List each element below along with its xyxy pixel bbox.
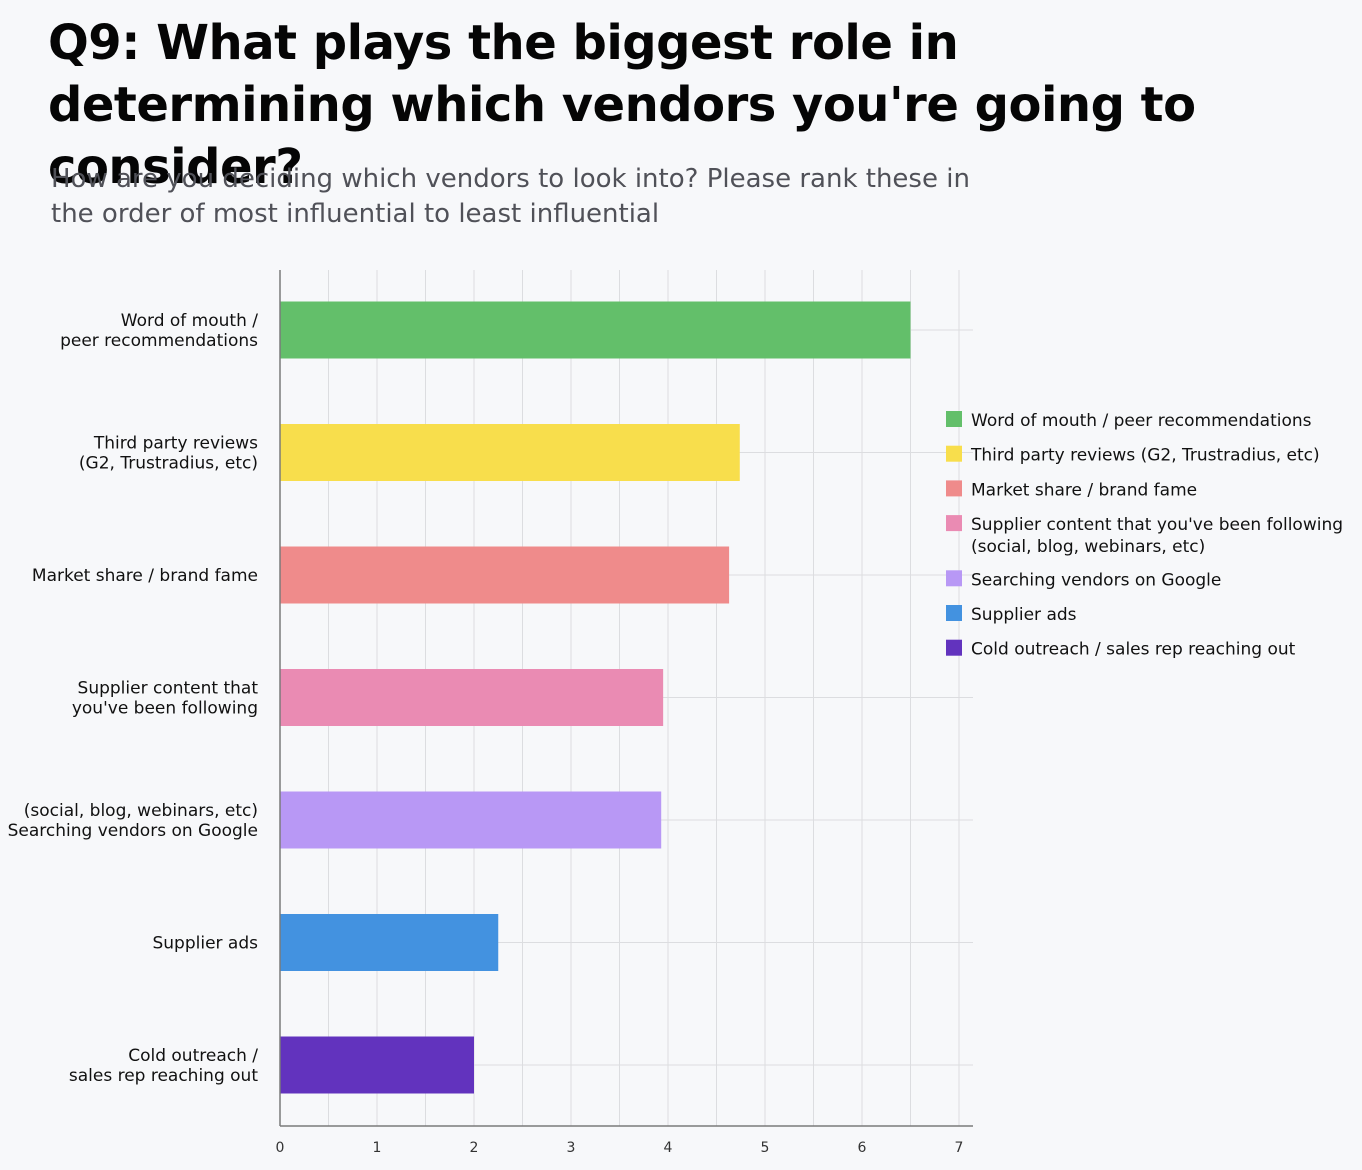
legend: Word of mouth / peer recommendations Thir… xyxy=(946,411,1343,660)
x-tick-label: 4 xyxy=(664,1140,673,1156)
y-tick-label: peer recommendations xyxy=(60,331,258,351)
legend-label: Word of mouth / peer recommendations xyxy=(971,411,1312,431)
x-tick-label: 6 xyxy=(858,1140,867,1156)
y-tick-label: sales rep reaching out xyxy=(69,1066,258,1086)
legend-swatch xyxy=(946,605,962,621)
legend-label: Cold outreach / sales rep reaching out xyxy=(971,640,1296,660)
chart-subtitle: How are you deciding which vendors to lo… xyxy=(51,164,970,229)
y-tick-label: Cold outreach / xyxy=(128,1046,258,1066)
chart-title: Q9: What plays the biggest role in deter… xyxy=(48,15,1196,195)
y-tick-label: Word of mouth / xyxy=(121,311,258,331)
bar xyxy=(280,791,662,849)
y-tick-label: Third party reviews xyxy=(93,434,258,454)
x-axis-ticks: 0 1 2 3 4 5 6 7 xyxy=(276,1140,964,1156)
axes xyxy=(279,270,973,1127)
legend-label: (social, blog, webinars, etc) xyxy=(971,537,1205,557)
legend-label: Third party reviews (G2, Trustradius, et… xyxy=(970,446,1320,466)
legend-swatch xyxy=(946,570,962,587)
y-axis-labels: Word of mouth /peer recommendations Third… xyxy=(8,311,259,1086)
bar xyxy=(280,914,499,971)
legend-swatch xyxy=(946,411,962,427)
legend-swatch xyxy=(946,445,962,462)
legend-label: Searching vendors on Google xyxy=(971,570,1221,590)
bar xyxy=(280,1036,474,1094)
x-tick-label: 5 xyxy=(761,1140,770,1156)
bar xyxy=(280,546,730,604)
x-tick-label: 3 xyxy=(567,1140,576,1156)
y-tick-label: Market share / brand fame xyxy=(32,566,258,586)
legend-swatch xyxy=(946,515,962,532)
legend-label: Supplier content that you've been follow… xyxy=(971,515,1343,535)
y-tick-label: Searching vendors on Google xyxy=(8,821,258,841)
x-tick-label: 0 xyxy=(276,1140,285,1156)
x-tick-label: 7 xyxy=(955,1140,964,1156)
legend-swatch xyxy=(946,480,962,497)
bar xyxy=(280,669,664,726)
y-tick-label: you've been following xyxy=(72,699,258,719)
legend-label: Supplier ads xyxy=(971,605,1077,625)
x-tick-label: 1 xyxy=(373,1140,382,1156)
y-tick-label: Supplier ads xyxy=(152,934,258,954)
y-tick-label: (social, blog, webinars, etc) xyxy=(24,801,258,821)
legend-swatch xyxy=(946,639,962,656)
legend-label: Market share / brand fame xyxy=(971,480,1197,500)
y-tick-label: (G2, Trustradius, etc) xyxy=(79,454,258,474)
bar xyxy=(280,424,740,481)
x-tick-label: 2 xyxy=(470,1140,479,1156)
bars xyxy=(280,301,911,1094)
y-tick-label: Supplier content that xyxy=(78,679,259,699)
bar xyxy=(280,301,911,359)
